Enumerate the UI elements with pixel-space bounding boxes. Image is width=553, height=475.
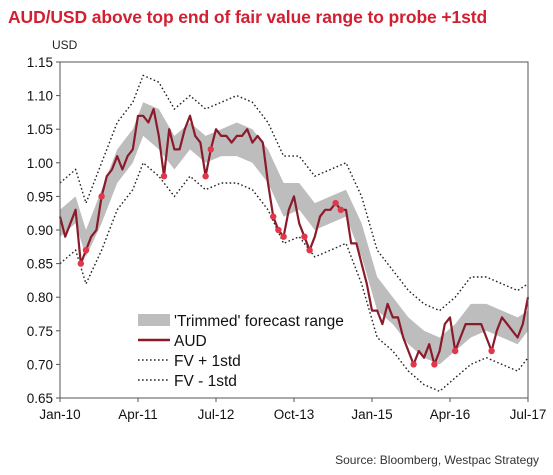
legend-label: FV + 1std <box>174 353 241 370</box>
aud-marker <box>207 146 214 153</box>
legend-swatch-band <box>138 314 170 326</box>
source-note: Source: Bloomberg, Westpac Strategy <box>335 453 539 467</box>
legend-label: AUD <box>174 333 207 350</box>
aud-marker <box>82 247 90 254</box>
y-tick-label: 1.15 <box>27 55 53 70</box>
x-tick-label: Jul-17 <box>510 407 547 422</box>
y-tick-label: 0.90 <box>27 223 53 238</box>
y-tick-label: 0.85 <box>27 257 53 272</box>
aud-marker <box>301 233 308 240</box>
legend-label: 'Trimmed' forecast range <box>174 313 344 330</box>
x-tick-label: Apr-11 <box>118 407 158 422</box>
aud-marker <box>270 213 277 220</box>
aud-marker <box>488 347 495 355</box>
x-tick-label: Jul-12 <box>198 407 235 422</box>
aud-marker <box>410 361 417 368</box>
aud-markers <box>77 146 495 368</box>
axes: 0.65 0.70 0.75 0.80 0.85 0.90 0.95 1.00 1.05 1.10… <box>27 55 547 422</box>
x-tick-label: Apr-16 <box>430 407 471 422</box>
y-tick-label: 0.95 <box>27 189 53 204</box>
aud-marker <box>431 361 438 368</box>
aud-marker <box>160 173 168 180</box>
aud-marker <box>202 173 209 180</box>
aud-series <box>58 107 530 366</box>
aud-marker <box>452 347 459 355</box>
y-tick-label: 0.65 <box>27 391 53 406</box>
y-tick-label: 1.10 <box>27 89 53 104</box>
x-tick-label: Oct-13 <box>274 407 315 422</box>
y-tick-label: 0.80 <box>27 290 53 305</box>
y-tick-label: 0.75 <box>27 324 53 339</box>
y-tick-label: 1.05 <box>27 122 53 137</box>
aud-marker <box>332 199 339 207</box>
aud-marker <box>77 260 85 267</box>
x-tick-label: Jan-10 <box>39 407 80 422</box>
y-tick-label: 0.70 <box>27 357 53 372</box>
aud-marker <box>280 233 287 240</box>
legend: 'Trimmed' forecast range AUD FV + 1std FV -… <box>138 313 344 390</box>
aud-marker <box>306 247 313 254</box>
y-unit-label: USD <box>52 38 78 52</box>
y-tick-label: 1.00 <box>27 156 53 171</box>
chart-title: AUD/USD above top end of fair value rang… <box>8 7 488 27</box>
x-tick-label: Jan-15 <box>351 407 392 422</box>
aud-marker <box>275 226 282 234</box>
fv-std-lines <box>59 74 529 393</box>
aud-line <box>58 107 530 366</box>
fv-plus-1std-line <box>59 74 529 312</box>
legend-label: FV - 1std <box>174 373 237 390</box>
aud-marker <box>337 206 344 213</box>
aud-marker <box>98 193 105 200</box>
chart-svg: 0.65 0.70 0.75 0.80 0.85 0.90 0.95 1.00 1.05 1.10… <box>27 55 547 422</box>
